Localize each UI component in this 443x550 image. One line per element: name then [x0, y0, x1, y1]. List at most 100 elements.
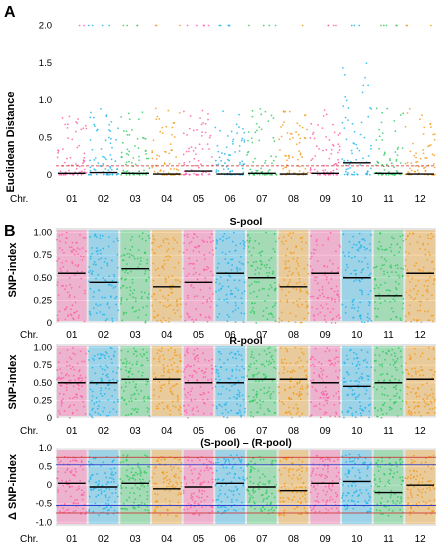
data-point [100, 490, 103, 493]
data-point [332, 394, 335, 397]
data-point [298, 150, 300, 153]
data-point [72, 385, 75, 388]
data-point [288, 270, 291, 273]
data-point [295, 469, 298, 472]
data-point [186, 133, 188, 136]
data-point [328, 157, 331, 160]
data-point [100, 387, 103, 390]
data-point [316, 282, 319, 285]
data-point [143, 471, 146, 474]
data-point [341, 455, 344, 458]
data-point [395, 288, 398, 291]
data-point [146, 296, 149, 299]
data-point [102, 155, 104, 158]
data-point [376, 503, 379, 506]
data-point [321, 306, 324, 309]
data-point [324, 458, 326, 461]
data-point [84, 376, 87, 379]
data-point [116, 168, 118, 171]
data-point [210, 378, 213, 381]
data-point [214, 378, 217, 381]
data-point [193, 267, 196, 270]
data-point [264, 475, 266, 478]
data-point [68, 416, 71, 419]
data-point [338, 244, 341, 247]
data-point [432, 133, 435, 136]
data-point [92, 263, 95, 266]
data-point [88, 359, 90, 361]
data-point [190, 497, 193, 499]
data-point [165, 405, 168, 408]
plot-background [56, 344, 436, 418]
data-point [164, 277, 167, 280]
data-point [186, 349, 188, 352]
data-point [143, 353, 145, 356]
data-point [138, 173, 141, 176]
data-point [305, 306, 308, 309]
data-point [273, 360, 275, 363]
data-point [192, 353, 195, 355]
data-point [316, 173, 319, 176]
data-point [313, 252, 315, 255]
data-point [186, 508, 189, 511]
data-point [196, 278, 199, 281]
data-point [190, 398, 193, 401]
data-point [211, 510, 214, 512]
data-point [377, 161, 380, 164]
data-point [352, 459, 355, 462]
data-point [401, 275, 404, 278]
data-point [388, 457, 391, 460]
data-point [427, 310, 429, 313]
data-point [254, 273, 257, 276]
data-point [266, 497, 268, 500]
data-point [85, 171, 88, 174]
data-point [145, 239, 147, 242]
data-point [258, 173, 261, 176]
data-point [391, 375, 393, 378]
data-point [140, 390, 143, 392]
data-point [108, 384, 110, 386]
data-point [392, 310, 395, 313]
data-point [429, 480, 432, 483]
data-point [90, 111, 92, 114]
data-point [377, 415, 379, 418]
data-point [73, 253, 76, 256]
data-point [265, 271, 268, 274]
data-point [286, 132, 289, 134]
data-point [178, 354, 181, 356]
data-point [401, 147, 404, 150]
data-point [321, 457, 324, 460]
data-point [161, 132, 164, 135]
data-point [146, 380, 149, 383]
data-point [346, 394, 349, 397]
data-point [165, 475, 168, 478]
data-point [269, 284, 272, 286]
data-point [193, 513, 196, 516]
data-point [162, 472, 165, 475]
data-point [176, 400, 179, 403]
data-point [194, 147, 197, 149]
y-tick-label: 0 [47, 480, 52, 491]
data-point [162, 407, 165, 410]
data-point [85, 352, 87, 355]
data-point [198, 143, 201, 146]
data-point [224, 408, 227, 411]
data-point [368, 416, 370, 419]
data-point [117, 281, 119, 284]
data-point [192, 129, 195, 132]
data-point [232, 458, 235, 460]
data-point [243, 141, 246, 143]
data-point [381, 393, 384, 396]
data-point [196, 259, 198, 262]
data-point [280, 319, 283, 322]
data-point [167, 276, 170, 278]
data-point [419, 473, 422, 476]
data-point [192, 250, 195, 252]
data-point [280, 347, 282, 349]
data-point [428, 499, 431, 502]
data-point [147, 395, 150, 398]
data-point [125, 499, 128, 501]
data-point [335, 475, 338, 478]
data-point [128, 256, 131, 259]
data-point [69, 404, 72, 407]
